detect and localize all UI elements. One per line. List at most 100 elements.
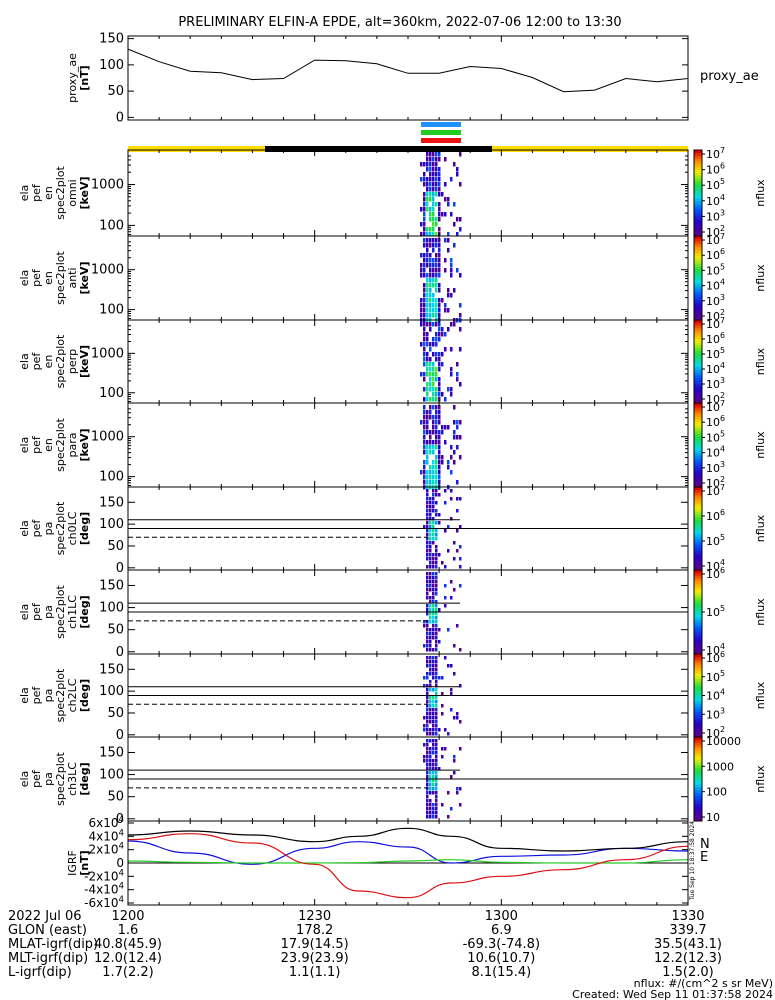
pa-ch2LC-cell xyxy=(426,704,429,708)
pa-ch3LC-cell xyxy=(432,775,435,779)
en-omni-colorbar-seg xyxy=(694,204,702,208)
en-para-cell xyxy=(426,450,429,455)
en-anti-colorbar-seg xyxy=(694,311,702,315)
pa-ch0LC-cell xyxy=(432,501,435,505)
en-perp-colorbar-seg xyxy=(694,372,702,376)
pa-ch0LC-cell xyxy=(429,517,432,521)
x-row-value: 6.9 xyxy=(491,923,512,938)
en-anti-cell xyxy=(450,293,453,298)
en-perp-cell xyxy=(435,372,438,377)
en-perp-colorbar-seg xyxy=(694,342,702,346)
en-anti-cell xyxy=(423,313,426,318)
pa-ch1LC-cell xyxy=(435,620,438,624)
pa-ch0LC-cell xyxy=(429,501,432,505)
en-omni-cell xyxy=(423,177,426,182)
en-perp-ytick-label: 1000 xyxy=(91,346,124,361)
en-anti-cell xyxy=(423,298,426,303)
en-perp-cell xyxy=(429,327,432,332)
en-para-colorbar-seg xyxy=(694,470,702,474)
en-anti-cell xyxy=(432,258,435,263)
pa-ch1LC-cell xyxy=(435,588,438,592)
pa-ch1LC-colorbar-seg xyxy=(694,623,702,627)
pa-ch0LC-colorbar-seg xyxy=(694,509,702,513)
en-anti-ztick-label-base: 10 xyxy=(706,249,720,262)
pa-ch2LC-cell xyxy=(444,728,447,732)
en-omni-cell xyxy=(435,192,438,197)
pa-ch1LC-colorbar-seg xyxy=(694,603,702,607)
en-para-cell xyxy=(426,410,429,415)
en-anti-cell xyxy=(453,288,456,293)
en-omni-cell xyxy=(429,232,432,237)
igrf-ytick-label-exp: 4 xyxy=(119,815,125,825)
pa-ch0LC-colorbar-seg xyxy=(694,567,702,571)
en-perp-cell xyxy=(420,322,423,327)
en-para-cell xyxy=(423,405,426,410)
pa-ch2LC-colorbar-seg xyxy=(694,665,702,669)
en-omni-cell xyxy=(438,167,441,172)
pa-ch0LC-ylabel-3: spec2plot xyxy=(54,501,67,555)
en-perp-cell xyxy=(459,382,462,387)
en-perp-colorbar-seg xyxy=(694,322,702,327)
pa-ch3LC-cell xyxy=(432,739,435,743)
pa-ch1LC-colorbar-seg xyxy=(694,626,702,630)
en-para-ztick-label-exp: 5 xyxy=(720,429,725,438)
en-perp-cell xyxy=(423,342,426,347)
en-perp-cell xyxy=(435,397,438,402)
pa-ch0LC-colorbar-seg xyxy=(694,514,702,518)
en-perp-colorbar-seg xyxy=(694,380,702,385)
en-omni-cell xyxy=(429,187,432,192)
en-omni-cell xyxy=(426,167,429,172)
pa-ch3LC-cell xyxy=(435,783,438,787)
pa-ch3LC-cell xyxy=(438,767,441,771)
proxy-ae-ytick-label: 100 xyxy=(99,58,124,73)
en-omni-cell xyxy=(426,187,429,192)
en-anti-cell xyxy=(432,278,435,283)
en-para-zlabel: nflux xyxy=(754,431,767,459)
en-omni-colorbar-seg xyxy=(694,210,702,214)
status-bar-yellow-right xyxy=(492,146,688,152)
en-para-cell xyxy=(453,405,456,410)
pa-ch0LC-cell xyxy=(441,561,444,565)
en-omni-colorbar-seg xyxy=(694,221,702,226)
panel-igrf: -6x104-4x104-2x10402x1044x1046x104NEIGRF… xyxy=(66,815,710,910)
pa-ch0LC-cell xyxy=(453,541,456,545)
en-anti-cell xyxy=(459,303,462,308)
pa-ch0LC-cell xyxy=(432,517,435,521)
panel-pa-ch3LC: 0 50 100 150 ela pef pa spec2plot ch3LC [deg] 10 10… xyxy=(18,735,767,827)
en-perp-cell xyxy=(438,387,441,392)
pa-ch0LC-cell xyxy=(429,521,432,525)
en-anti-ztick-label-base: 10 xyxy=(706,264,720,277)
en-perp-colorbar-seg xyxy=(694,331,702,335)
en-perp-ytick-label: 100 xyxy=(99,386,124,401)
pa-ch3LC-cell xyxy=(453,759,456,763)
pa-ch1LC-cell xyxy=(426,604,429,608)
en-perp-cell xyxy=(435,342,438,347)
en-perp-cell xyxy=(438,352,441,357)
en-anti-ztick-label-exp: 2 xyxy=(720,308,725,317)
en-perp-cell xyxy=(441,392,444,397)
en-para-ztick-label-exp: 3 xyxy=(720,460,725,469)
en-para-cell xyxy=(426,425,429,430)
pa-ch1LC-cell xyxy=(432,624,435,628)
pa-ch1LC-cell xyxy=(435,604,438,608)
en-anti-cell xyxy=(438,288,441,293)
en-para-colorbar-seg xyxy=(694,464,702,468)
en-para-colorbar-seg xyxy=(694,436,702,440)
pa-ch3LC-ylabel-5: [deg] xyxy=(78,762,91,795)
pa-ch1LC-cell xyxy=(435,632,438,636)
pa-ch3LC-colorbar-frame xyxy=(693,736,703,822)
en-perp-cell xyxy=(435,357,438,362)
en-para-cell xyxy=(438,410,441,415)
en-para-cell xyxy=(429,430,432,435)
pa-ch1LC-cell xyxy=(432,612,435,616)
x-tick-label: 1230 xyxy=(298,909,331,924)
en-perp-ztick-label-exp: 6 xyxy=(720,331,725,340)
en-para-ztick-label-base: 10 xyxy=(706,401,720,414)
pa-ch2LC-colorbar-seg xyxy=(694,687,702,691)
pa-ch0LC-cell xyxy=(432,489,435,493)
en-para-cell xyxy=(438,480,441,485)
en-para-cell xyxy=(438,430,441,435)
igrf-legend-E: E xyxy=(700,850,708,865)
pa-ch2LC-cell xyxy=(426,672,429,676)
pa-ch3LC-colorbar-seg xyxy=(694,807,702,811)
